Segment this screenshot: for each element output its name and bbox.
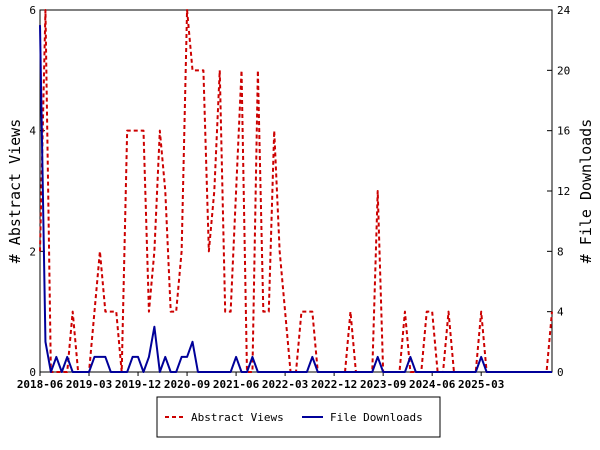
legend: Abstract Views File Downloads bbox=[156, 396, 441, 438]
legend-label-file-downloads: File Downloads bbox=[330, 411, 423, 424]
left-axis-title: # Abstract Views bbox=[6, 119, 24, 264]
x-tick-label: 2022-03 bbox=[262, 378, 308, 391]
right-y-tick-label: 4 bbox=[557, 306, 564, 319]
x-tick-label: 2025-03 bbox=[458, 378, 504, 391]
right-y-axis: 0 4 8 12 16 20 24 bbox=[547, 4, 571, 379]
x-tick-label: 2019-12 bbox=[115, 378, 161, 391]
left-y-tick-label: 2 bbox=[29, 245, 36, 258]
right-y-tick-label: 16 bbox=[557, 125, 570, 138]
right-y-tick-label: 8 bbox=[557, 245, 564, 258]
legend-label-abstract-views: Abstract Views bbox=[191, 411, 284, 424]
right-y-tick-label: 20 bbox=[557, 64, 570, 77]
plot-area bbox=[39, 9, 553, 373]
right-axis-title: # File Downloads bbox=[577, 119, 595, 264]
left-y-tick-label: 0 bbox=[29, 366, 36, 379]
x-tick-label: 2021-06 bbox=[213, 378, 260, 391]
right-y-tick-label: 24 bbox=[557, 4, 571, 17]
x-tick-label: 2020-09 bbox=[164, 378, 210, 391]
legend-box bbox=[156, 396, 441, 438]
x-tick-label: 2018-06 bbox=[17, 378, 64, 391]
x-tick-label: 2019-03 bbox=[66, 378, 112, 391]
series-layer bbox=[39, 9, 553, 373]
x-tick-label: 2023-09 bbox=[360, 378, 406, 391]
series-line-file-downloads bbox=[39, 25, 552, 373]
left-y-tick-label: 4 bbox=[29, 125, 36, 138]
right-y-tick-label: 12 bbox=[557, 185, 570, 198]
right-y-tick-label: 0 bbox=[557, 366, 564, 379]
x-tick-label: 2024-06 bbox=[409, 378, 456, 391]
left-y-tick-label: 6 bbox=[29, 4, 36, 17]
x-axis: 2018-06 2019-03 2019-12 2020-09 2021-06 2022-… bbox=[17, 372, 504, 391]
x-tick-label: 2022-12 bbox=[311, 378, 357, 391]
